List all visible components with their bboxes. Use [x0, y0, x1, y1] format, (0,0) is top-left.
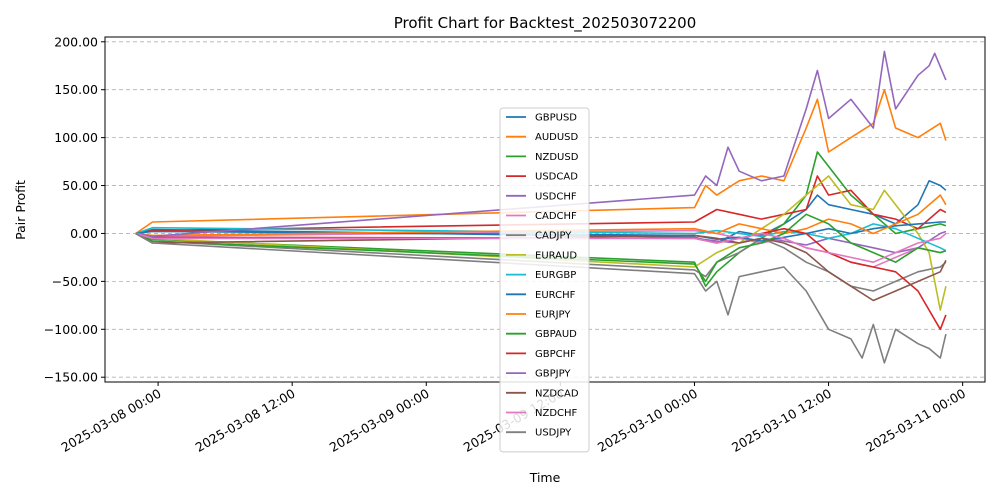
- legend-label: GBPCHF: [535, 349, 576, 360]
- legend-label: EURJPY: [535, 310, 571, 321]
- series-line-audusd: [135, 88, 947, 235]
- legend-label: USDJPY: [535, 428, 572, 439]
- y-tick-label: −50.00: [52, 274, 98, 289]
- y-tick-label: 100.00: [54, 130, 98, 145]
- legend: GBPUSD AUDUSD NZDUSD USDCAD USDCHF CADCHF CADJ…: [499, 107, 590, 453]
- y-tick-label: 0.00: [70, 226, 98, 241]
- legend-label: CADJPY: [535, 231, 572, 242]
- series-line-gbpjpy: [135, 50, 947, 238]
- series-line-usdcad: [135, 175, 947, 235]
- series-line-nzdcad: [135, 232, 947, 302]
- y-axis-title: Pair Profit: [13, 180, 28, 240]
- series-line-nzdchf: [135, 232, 947, 263]
- legend-label: USDCHF: [535, 191, 577, 202]
- legend-label: NZDCAD: [535, 388, 579, 399]
- legend-label: AUDUSD: [535, 132, 579, 143]
- legend-label: EURAUD: [535, 250, 577, 261]
- legend-label: NZDUSD: [535, 152, 579, 163]
- series-line-usdjpy: [135, 232, 947, 364]
- legend-label: NZDCHF: [535, 408, 578, 419]
- legend-label: GBPJPY: [535, 369, 571, 380]
- series-layer: [135, 50, 947, 364]
- y-tick-label: 150.00: [54, 82, 98, 97]
- y-tick-label: −150.00: [44, 370, 98, 385]
- series-line-gbpaud: [135, 213, 947, 283]
- y-tick-label: 50.00: [62, 178, 98, 193]
- legend-label: GBPUSD: [535, 113, 577, 124]
- chart-title: Profit Chart for Backtest_202503072200: [394, 14, 697, 33]
- legend-label: EURGBP: [535, 270, 576, 281]
- series-line-eurjpy: [135, 194, 947, 237]
- legend-label: EURCHF: [535, 290, 576, 301]
- legend-label: USDCAD: [535, 172, 578, 183]
- legend-label: GBPAUD: [535, 329, 577, 340]
- y-tick-label: −100.00: [44, 322, 98, 337]
- y-tick-label: 200.00: [54, 34, 98, 49]
- x-axis-title: Time: [529, 470, 561, 485]
- legend-box: [499, 107, 590, 453]
- legend-label: CADCHF: [535, 211, 577, 222]
